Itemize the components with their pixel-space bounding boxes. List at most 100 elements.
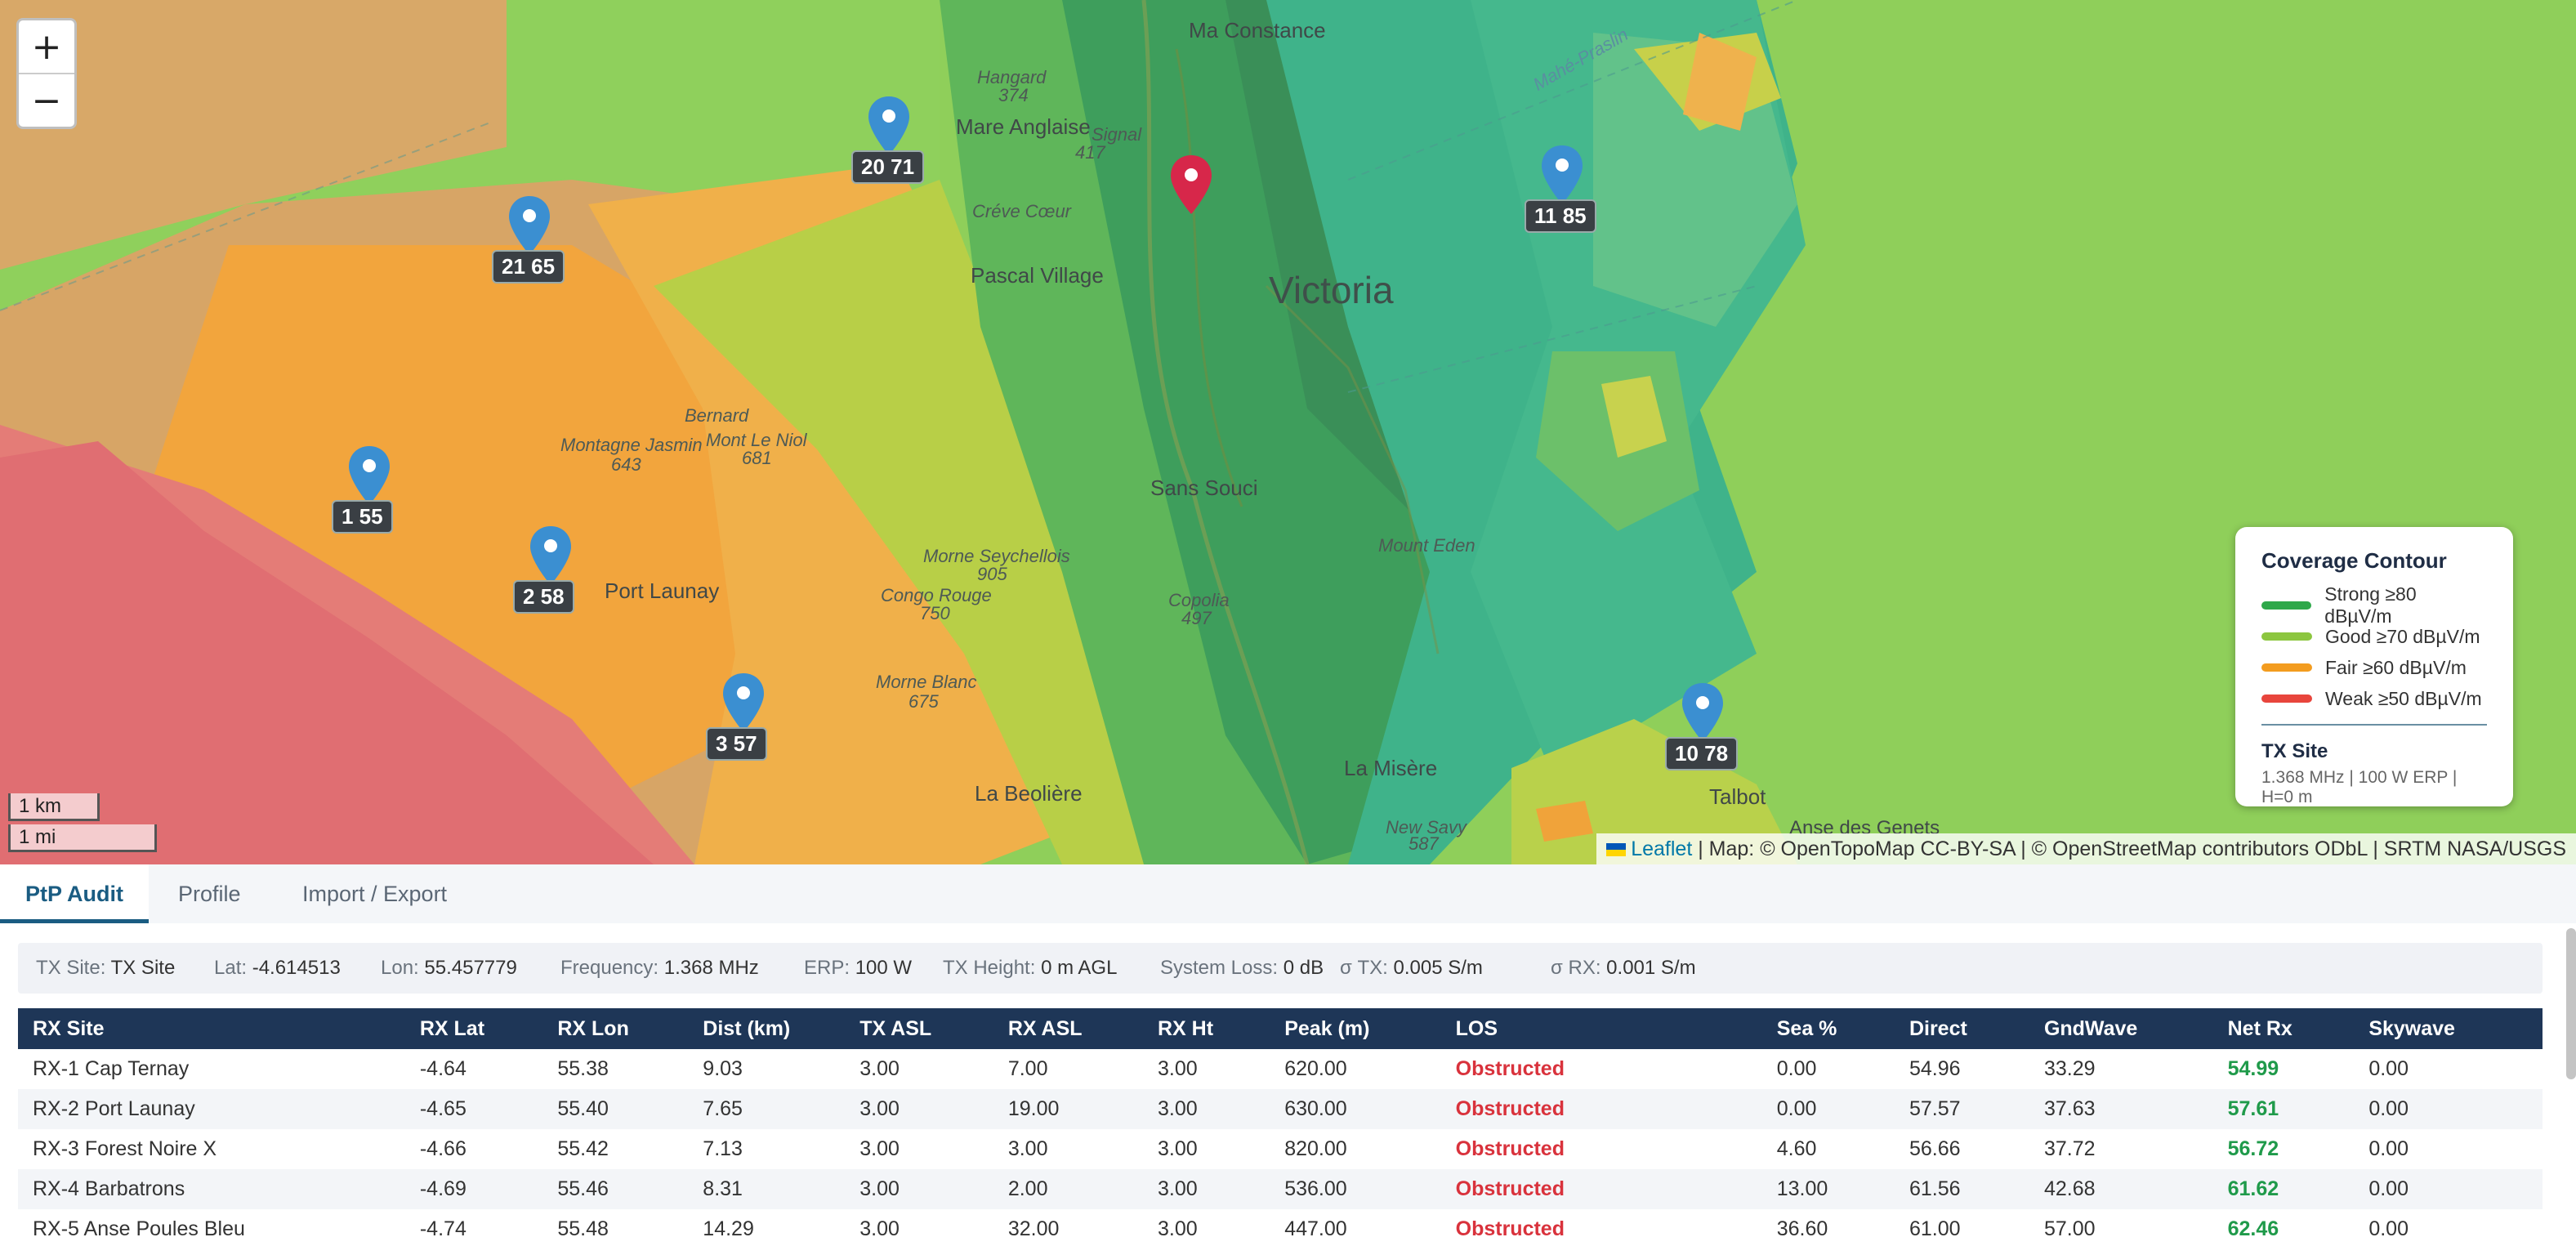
table-cell: 33.29 bbox=[2043, 1057, 2096, 1080]
table-cell: 0.00 bbox=[2368, 1097, 2409, 1120]
tx-info-key: Lat: bbox=[214, 957, 248, 979]
table-row[interactable]: RX-3 Forest Noire X -4.66 55.42 7.13 3.00 3.0… bbox=[18, 1129, 2543, 1169]
column-header[interactable]: RX Site bbox=[33, 1016, 105, 1040]
scale-km: 1 km bbox=[8, 793, 100, 821]
column-header[interactable]: Net Rx bbox=[2227, 1016, 2293, 1040]
tx-site-marker[interactable] bbox=[1168, 154, 1214, 216]
column-header[interactable]: RX ASL bbox=[1007, 1016, 1083, 1040]
table-cell: 3.00 bbox=[859, 1137, 900, 1160]
tx-info-value: 0.005 S/m bbox=[1393, 957, 1483, 979]
rx-marker-label: 3 57 bbox=[706, 727, 767, 761]
place-label: Ma Constance bbox=[1189, 18, 1326, 42]
table-cell: 620.00 bbox=[1284, 1057, 1347, 1080]
tx-info-item: σ RX: 0.001 S/m bbox=[1551, 943, 1696, 994]
place-label: 417 bbox=[1075, 142, 1105, 163]
place-label: Mont Le Niol bbox=[706, 430, 807, 450]
column-header[interactable]: RX Ht bbox=[1158, 1016, 1214, 1040]
place-label: 587 bbox=[1409, 833, 1439, 854]
table-cell: 0.00 bbox=[1776, 1097, 1817, 1120]
rx-site-marker[interactable] bbox=[721, 672, 766, 734]
rx-marker-label: 2 58 bbox=[513, 580, 574, 614]
table-cell: -4.69 bbox=[419, 1177, 467, 1200]
table-cell: RX-4 Barbatrons bbox=[33, 1177, 185, 1200]
table-cell: 19.00 bbox=[1007, 1097, 1060, 1120]
tx-info-value: TX Site bbox=[110, 957, 176, 979]
table-cell: 0.00 bbox=[2368, 1217, 2409, 1240]
coverage-legend: Coverage Contour Strong ≥80 dBµV/m Good … bbox=[2235, 527, 2513, 806]
legend-swatch bbox=[2261, 601, 2312, 610]
table-row[interactable]: RX-1 Cap Ternay -4.64 55.38 9.03 3.00 7.00 3.0… bbox=[18, 1049, 2543, 1089]
table-cell: 32.00 bbox=[1007, 1217, 1060, 1240]
rx-marker-label: 21 65 bbox=[492, 250, 565, 284]
table-cell: 7.00 bbox=[1007, 1057, 1048, 1080]
rx-site-marker[interactable] bbox=[1680, 681, 1726, 744]
coverage-map[interactable]: Victoria Ma Constance Mare Anglaise Pasc… bbox=[0, 0, 2576, 864]
zoom-control: + − bbox=[16, 18, 77, 129]
column-header[interactable]: GndWave bbox=[2043, 1016, 2138, 1040]
column-header[interactable]: LOS bbox=[1455, 1016, 1498, 1040]
place-label: 497 bbox=[1181, 608, 1212, 628]
tab-import-export[interactable]: Import / Export bbox=[302, 882, 448, 906]
table-cell: 56.66 bbox=[1909, 1137, 1961, 1160]
column-header[interactable]: RX Lon bbox=[557, 1016, 629, 1040]
tx-info-value: 100 W bbox=[855, 957, 913, 979]
table-cell: 3.00 bbox=[1158, 1097, 1198, 1120]
tab-ptp-audit[interactable]: PtP Audit bbox=[0, 864, 149, 923]
rx-marker-label: 10 78 bbox=[1665, 737, 1739, 770]
tx-info-key: σ RX: bbox=[1551, 957, 1601, 979]
column-header[interactable]: Direct bbox=[1909, 1016, 1967, 1040]
column-header[interactable]: Dist (km) bbox=[703, 1016, 791, 1040]
rx-site-marker[interactable] bbox=[346, 444, 392, 507]
tx-info-key: TX Height: bbox=[943, 957, 1036, 979]
table-cell: 54.96 bbox=[1909, 1057, 1961, 1080]
table-cell: 3.00 bbox=[859, 1217, 900, 1240]
column-header[interactable]: Sea % bbox=[1776, 1016, 1837, 1040]
table-cell: 61.56 bbox=[1909, 1177, 1961, 1200]
city-label: Victoria bbox=[1269, 269, 1394, 311]
place-label: Congo Rouge bbox=[881, 585, 992, 605]
table-cell: 13.00 bbox=[1776, 1177, 1828, 1200]
rx-site-marker[interactable] bbox=[507, 194, 552, 257]
legend-item: Strong ≥80 dBµV/m bbox=[2261, 583, 2487, 627]
place-label: Montagne Jasmin bbox=[560, 435, 703, 455]
table-header-row: RX Site RX Lat RX Lon Dist (km) TX ASL RX ASL… bbox=[18, 1008, 2543, 1049]
table-cell: 37.72 bbox=[2043, 1137, 2096, 1160]
legend-item: Fair ≥60 dBµV/m bbox=[2261, 652, 2487, 683]
column-header[interactable]: TX ASL bbox=[859, 1016, 932, 1040]
place-label: Mount Eden bbox=[1378, 535, 1476, 556]
rx-site-marker[interactable] bbox=[866, 95, 912, 157]
table-cell: 54.99 bbox=[2227, 1057, 2279, 1080]
tx-info-key: Frequency: bbox=[560, 957, 659, 979]
table-cell: 7.65 bbox=[703, 1097, 743, 1120]
place-label: Bernard bbox=[685, 405, 749, 426]
rx-site-marker[interactable] bbox=[528, 525, 574, 587]
column-header[interactable]: Peak (m) bbox=[1284, 1016, 1370, 1040]
tx-info-key: ERP: bbox=[804, 957, 850, 979]
place-label: Talbot bbox=[1709, 784, 1766, 809]
table-row[interactable]: RX-4 Barbatrons -4.69 55.46 8.31 3.00 2.00 3.0… bbox=[18, 1169, 2543, 1209]
table-cell: 42.68 bbox=[2043, 1177, 2096, 1200]
place-label: Sans Souci bbox=[1150, 476, 1258, 500]
table-cell: RX-1 Cap Ternay bbox=[33, 1057, 190, 1080]
place-label: 675 bbox=[909, 691, 939, 712]
table-row[interactable]: RX-2 Port Launay -4.65 55.40 7.65 3.00 19.00 3… bbox=[18, 1089, 2543, 1129]
table-cell: 3.00 bbox=[1158, 1137, 1198, 1160]
column-header[interactable]: Skywave bbox=[2368, 1016, 2455, 1040]
table-cell: 55.46 bbox=[557, 1177, 609, 1200]
zoom-out-button[interactable]: − bbox=[19, 73, 74, 127]
rx-marker-label: 20 71 bbox=[851, 150, 925, 184]
leaflet-link[interactable]: Leaflet bbox=[1631, 837, 1693, 860]
column-header[interactable]: RX Lat bbox=[419, 1016, 485, 1040]
rx-site-marker[interactable] bbox=[1539, 144, 1585, 206]
tx-info-item: System Loss: 0 dB bbox=[1160, 943, 1324, 994]
panel-scrollbar[interactable] bbox=[2566, 928, 2576, 1079]
zoom-in-button[interactable]: + bbox=[31, 25, 62, 68]
tx-info-key: TX Site: bbox=[36, 957, 106, 979]
table-row[interactable]: RX-5 Anse Poules Bleu -4.74 55.48 14.29 3.00… bbox=[18, 1209, 2543, 1249]
table-cell: 2.00 bbox=[1007, 1177, 1048, 1200]
map-attribution: Leaflet | Map: © OpenTopoMap CC-BY-SA | … bbox=[1596, 833, 2576, 864]
tab-profile[interactable]: Profile bbox=[178, 882, 241, 906]
place-label: Copolia bbox=[1168, 590, 1230, 610]
legend-label: Fair ≥60 dBµV/m bbox=[2325, 656, 2467, 678]
tx-info-key: Lon: bbox=[381, 957, 419, 979]
